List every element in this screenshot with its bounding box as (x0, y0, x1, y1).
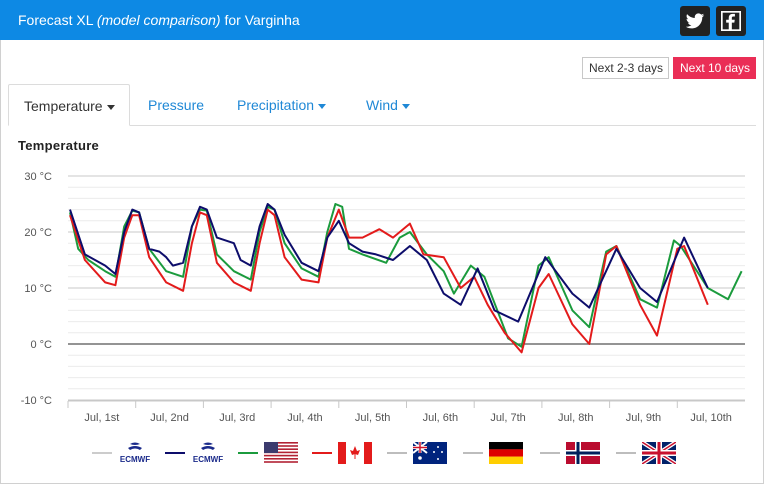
caret-down-icon (318, 103, 327, 109)
y-tick-label: 10 °C (24, 283, 52, 295)
ecmwf-logo-icon: ECMWF (191, 442, 225, 464)
svg-text:ECMWF: ECMWF (193, 455, 223, 464)
svg-text:ECMWF: ECMWF (120, 455, 150, 464)
x-tick-label: Jul, 9th (626, 412, 661, 424)
caret-down-icon (106, 104, 115, 110)
norway-flag-icon (566, 442, 600, 464)
y-tick-label: 20 °C (24, 227, 52, 239)
temperature-chart: 30 °C 20 °C 10 °C 0 °C -10 °C Jul, 1st Jul, 2n… (21, 171, 745, 424)
ecmwf-logo-icon: ECMWF (118, 442, 152, 464)
legend-line-swatch (238, 452, 258, 454)
x-tick-label: Jul, 10th (690, 412, 732, 424)
legend-line-swatch (463, 452, 483, 454)
legend-item[interactable] (238, 440, 304, 466)
facebook-icon (721, 11, 741, 31)
legend-line-swatch (540, 452, 560, 454)
legend-item[interactable] (463, 440, 529, 466)
tab-precipitation[interactable]: Precipitation (237, 84, 327, 126)
tab-pressure[interactable]: Pressure (148, 97, 205, 113)
legend-item[interactable]: ECMWF (165, 440, 231, 466)
widget-title: Forecast XL (model comparison) for Vargi… (18, 12, 300, 28)
tab-temperature[interactable]: Temperature (8, 84, 130, 126)
legend-line-swatch (312, 452, 332, 454)
series-line-2 (69, 203, 709, 323)
legend-line-swatch (92, 452, 112, 454)
x-tick-label: Jul, 1st (84, 412, 119, 424)
x-tick-label: Jul, 7th (490, 412, 525, 424)
x-tick-label: Jul, 4th (287, 412, 322, 424)
x-tick-label: Jul, 6th (423, 412, 458, 424)
next-2-3-days-button[interactable]: Next 2-3 days (582, 57, 669, 79)
x-tick-label: Jul, 5th (355, 412, 390, 424)
next-10-days-button[interactable]: Next 10 days (673, 57, 756, 79)
series-line-0 (69, 203, 743, 348)
canada-flag-icon (338, 442, 372, 464)
x-tick-label: Jul, 3rd (219, 412, 255, 424)
twitter-share-button[interactable] (680, 6, 710, 36)
tab-bar: Temperature Pressure Precipitation Wind (8, 84, 756, 126)
tab-wind[interactable]: Wind (366, 84, 410, 126)
legend-item[interactable] (387, 440, 453, 466)
x-tick-label: Jul, 8th (558, 412, 593, 424)
legend-item[interactable] (616, 440, 682, 466)
caret-down-icon (401, 103, 410, 109)
twitter-icon (685, 13, 705, 29)
germany-flag-icon (489, 442, 523, 464)
uk-flag-icon (640, 440, 678, 466)
chart-title: Temperature (18, 138, 100, 153)
legend-line-swatch (165, 452, 185, 454)
legend-line-swatch (616, 452, 636, 454)
australia-flag-icon (412, 441, 447, 464)
legend-item[interactable] (312, 440, 378, 466)
header-bar: Forecast XL (model comparison) for Vargi… (0, 0, 764, 40)
y-tick-label: 30 °C (24, 171, 52, 183)
legend-item[interactable]: ECMWF (92, 440, 158, 466)
usa-flag-icon (264, 442, 298, 464)
x-tick-label: Jul, 2nd (150, 412, 189, 424)
legend-item[interactable] (540, 440, 606, 466)
legend-line-swatch (387, 452, 407, 454)
series-line-1 (69, 208, 709, 354)
y-tick-label: -10 °C (21, 395, 52, 407)
y-tick-label: 0 °C (30, 339, 52, 351)
facebook-share-button[interactable] (716, 6, 746, 36)
